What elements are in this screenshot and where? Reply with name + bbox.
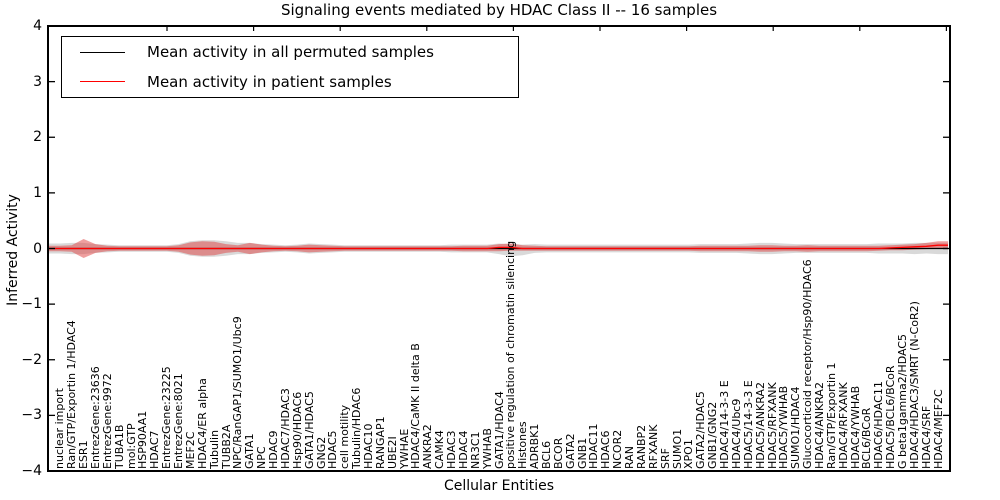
x-tick-label: HDAC7 xyxy=(148,430,162,469)
x-tick-label: nuclear import xyxy=(53,388,67,469)
x-tick-label: Histones xyxy=(516,421,530,469)
x-axis-label: Cellular Entities xyxy=(443,478,555,494)
x-tick-label: cell motility xyxy=(338,404,352,469)
x-tick-label: Ran/GTP/Exportin 1 xyxy=(824,362,838,469)
x-tick-label: Ran/GTP/Exportin 1/HDAC4 xyxy=(65,320,79,469)
x-tick-label: ESR1 xyxy=(77,440,91,469)
x-tick-label: Hsp90/HDAC6 xyxy=(290,391,304,469)
x-tick-label: YWHAE xyxy=(397,428,411,469)
x-tick-label: CAMK4 xyxy=(433,430,447,469)
x-tick-label: GATA2 xyxy=(563,433,577,469)
x-tick-label: EntrezGene:8021 xyxy=(172,373,186,469)
x-tick-label: HDAC5 xyxy=(326,430,340,469)
chart-title: Signaling events mediated by HDAC Class … xyxy=(280,1,718,19)
x-tick-label: NCOR2 xyxy=(611,429,625,469)
y-tick-label: 0 xyxy=(33,240,42,257)
x-tick-label: GATA2/HDAC5 xyxy=(694,391,708,469)
legend-row-permuted: Mean activity in all permuted samples xyxy=(62,38,518,66)
x-tick-label: UBE2I xyxy=(385,436,399,469)
x-tick-label: HDAC9 xyxy=(267,430,280,469)
x-tick-label: HDAC4/MEF2C xyxy=(931,389,945,469)
x-tick-label: XPO1 xyxy=(682,439,696,469)
y-tick-label: 2 xyxy=(33,129,42,146)
x-tick-label: HDAC4/ANKRA2 xyxy=(812,382,826,469)
x-tick-label: ANKRA2 xyxy=(421,424,435,469)
x-tick-label: HDAC4/YWHAB xyxy=(848,385,862,469)
x-axis-top-ticks xyxy=(166,26,948,31)
y-tick-label: 3 xyxy=(33,73,42,90)
x-tick-label: HDAC11 xyxy=(587,423,601,469)
x-tick-label: SUMO1 xyxy=(670,428,684,469)
patient-mean-line xyxy=(48,244,948,250)
x-tick-label: HDAC6 xyxy=(599,430,613,469)
x-tick-label: SUMO1/HDAC4 xyxy=(789,386,803,469)
x-tick-label: SRF xyxy=(658,448,672,469)
x-tick-label: NR3C1 xyxy=(468,431,482,469)
legend-label-permuted: Mean activity in all permuted samples xyxy=(147,43,434,62)
x-tick-label: EntrezGene:9972 xyxy=(100,373,114,469)
x-tick-label: HDAC4 xyxy=(456,430,470,469)
y-tick-label: −1 xyxy=(21,296,42,313)
x-tick-label: BCOR xyxy=(551,437,565,469)
x-tick-label: Tubulin/HDAC6 xyxy=(350,387,364,469)
x-tick-label: G beta1gamma2/HDAC5 xyxy=(896,334,909,469)
x-tick-label: HDAC5/YWHAB xyxy=(777,385,791,469)
x-tick-label: RANGAP1 xyxy=(373,416,387,469)
x-tick-label: TUBB2A xyxy=(219,424,233,469)
legend-line-sample-patient xyxy=(80,81,125,83)
legend: Mean activity in all permuted samples Me… xyxy=(61,36,519,98)
x-tick-label: Glucocorticoid receptor/Hsp90/HDAC6 xyxy=(801,259,815,469)
x-tick-label: NPC/RanGAP1/SUMO1/Ubc9 xyxy=(231,316,245,469)
x-tick-label: GATA1/HDAC4 xyxy=(492,391,506,469)
x-tick-label: HDAC7/HDAC3 xyxy=(278,388,292,469)
x-tick-label: GNB1 xyxy=(575,437,589,469)
y-axis-ticks xyxy=(48,25,950,472)
x-tick-label: HDAC5/ANKRA2 xyxy=(753,382,767,469)
x-tick-label: RAN xyxy=(623,446,637,469)
y-tick-label: −3 xyxy=(21,407,42,424)
x-tick-label: Tubulin xyxy=(207,429,221,469)
x-tick-label: MEF2C xyxy=(183,431,197,469)
x-tick-label: HDAC6/HDAC11 xyxy=(872,381,886,469)
x-tick-label: HDAC4/HDAC3/SMRT (N-CoR2) xyxy=(907,301,921,469)
x-tick-label: GNG2 xyxy=(314,436,328,469)
x-tick-label: HDAC4/RFXANK xyxy=(836,382,850,469)
x-tick-label: HSP90AA1 xyxy=(136,410,150,469)
x-tick-label: HDAC4/Ubc9 xyxy=(729,398,743,469)
x-tick-label: YWHAB xyxy=(480,428,494,469)
x-tick-label: HDAC4/14-3-3 E xyxy=(718,380,731,469)
x-tick-label: HDAC4/SRF xyxy=(919,405,933,469)
legend-row-patient: Mean activity in patient samples xyxy=(62,68,518,96)
x-tick-label: positive regulation of chromatin silenci… xyxy=(504,240,518,469)
x-tick-label: HDAC5/14-3-3 E xyxy=(741,380,755,469)
x-tick-label: HDAC4/CaMK II delta B xyxy=(409,343,423,469)
legend-line-sample-permuted xyxy=(80,51,125,53)
x-tick-label: TUBA1B xyxy=(112,424,126,469)
x-tick-label: RANBP2 xyxy=(634,424,648,469)
x-tick-label: BCL6 xyxy=(540,440,553,469)
x-tick-label: EntrezGene:23225 xyxy=(160,366,174,469)
x-tick-label: BCL6/BCoR xyxy=(860,407,874,469)
x-tick-label: RFXANK xyxy=(646,424,660,469)
y-axis-label: Inferred Activity xyxy=(5,194,21,306)
y-tick-label: 4 xyxy=(33,18,42,34)
x-tick-label: GATA1/HDAC5 xyxy=(302,391,316,469)
x-tick-label: GATA1 xyxy=(243,433,257,469)
x-tick-label: mol:GTP xyxy=(124,423,138,469)
x-tick-label: GNB1/GNG2 xyxy=(706,401,720,469)
x-tick-label: HDAC4/ER alpha xyxy=(195,378,209,469)
x-tick-label: HDAC5/BCL6/BCoR xyxy=(884,365,898,469)
x-tick-label: ADRBK1 xyxy=(528,423,542,469)
x-tick-label: HDAC3 xyxy=(445,430,458,469)
y-tick-label: −4 xyxy=(21,463,42,479)
x-tick-label: HDAC5/RFXANK xyxy=(765,382,779,469)
x-tick-label: NPC xyxy=(255,446,269,469)
y-tick-label: −2 xyxy=(21,351,42,368)
legend-label-patient: Mean activity in patient samples xyxy=(147,72,392,91)
x-tick-label: HDAC10 xyxy=(361,423,375,469)
y-tick-label: 1 xyxy=(33,184,42,201)
x-tick-label: EntrezGene:23636 xyxy=(89,366,102,469)
